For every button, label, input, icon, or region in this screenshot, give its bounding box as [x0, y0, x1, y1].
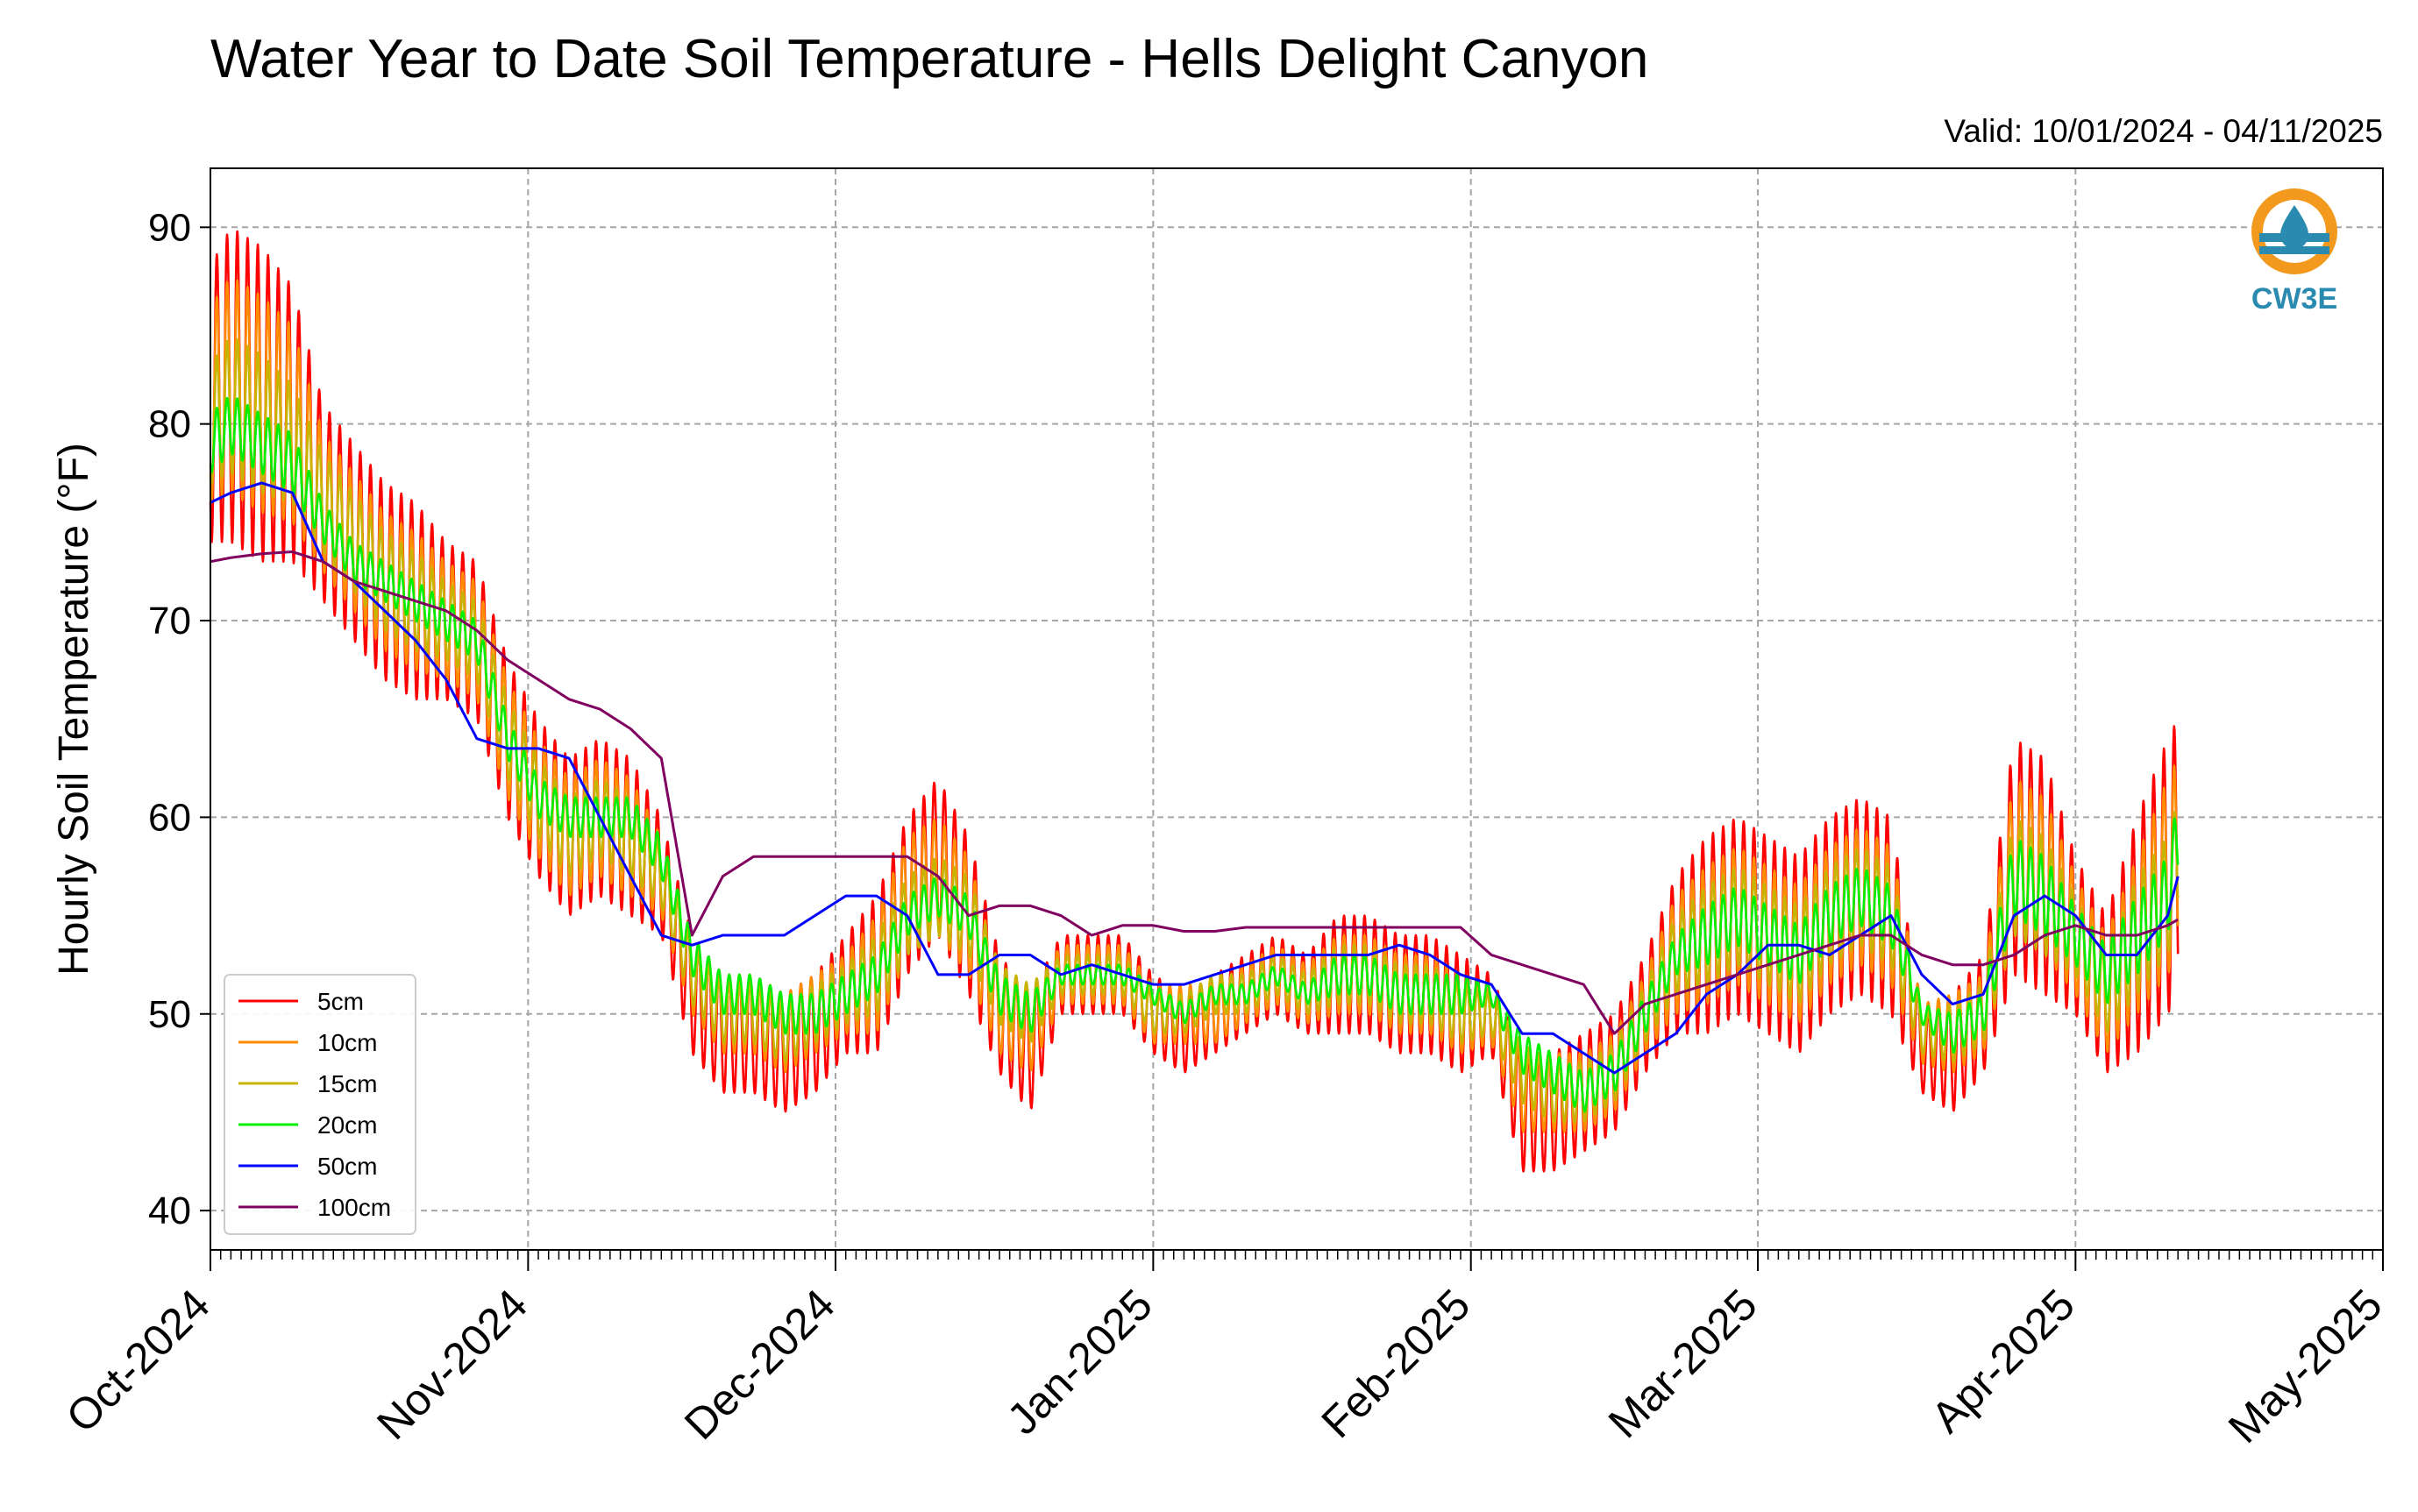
legend-label: 5cm — [317, 988, 364, 1015]
legend-label: 100cm — [317, 1194, 391, 1221]
cw3e-logo: CW3E — [2251, 188, 2337, 316]
y-tick-label: 40 — [148, 1189, 191, 1232]
x-tick-label: May-2025 — [2219, 1280, 2392, 1452]
x-tick-label: Jan-2025 — [998, 1280, 1162, 1444]
y-tick-label: 80 — [148, 403, 191, 446]
y-tick-label: 60 — [148, 796, 191, 839]
series-line-20cm — [209, 396, 2180, 1113]
y-tick-label: 70 — [148, 600, 191, 642]
legend-label: 15cm — [317, 1070, 377, 1097]
series-line-50cm — [210, 481, 2180, 1075]
chart-subtitle: Valid: 10/01/2024 - 04/11/2025 — [1944, 113, 2383, 149]
grid — [210, 168, 2384, 1250]
series-line-10cm — [209, 279, 2180, 1133]
logo-text: CW3E — [2251, 282, 2337, 316]
legend-label: 20cm — [317, 1111, 377, 1139]
plot-area-frame — [210, 167, 2384, 1251]
y-tick-label: 90 — [148, 206, 191, 249]
x-tick-label: Nov-2024 — [367, 1280, 537, 1449]
x-tick-label: Dec-2024 — [675, 1280, 844, 1449]
chart-title: Water Year to Date Soil Temperature - He… — [210, 29, 1648, 89]
y-axis: 40 50 60 70 80 90 — [148, 206, 210, 1232]
series-line-100cm — [210, 550, 2180, 1035]
y-axis-label: Hourly Soil Temperature (°F) — [51, 443, 97, 976]
legend-label: 50cm — [317, 1153, 377, 1180]
x-tick-label: Mar-2025 — [1599, 1280, 1767, 1447]
series-lines — [209, 230, 2180, 1173]
x-tick-label: Feb-2025 — [1312, 1280, 1480, 1447]
legend-box — [224, 974, 416, 1235]
legend-label: 10cm — [317, 1029, 377, 1056]
x-tick-label: Oct-2024 — [57, 1280, 219, 1442]
x-tick-label: Apr-2025 — [1922, 1280, 2084, 1442]
x-axis: Oct-2024 Nov-2024 Dec-2024 Jan-2025 Feb-2025… — [57, 1250, 2392, 1452]
y-tick-label: 50 — [148, 993, 191, 1036]
water-drop-icon — [2280, 205, 2308, 249]
legend: 5cm 10cm 15cm 20cm 50cm 100cm — [224, 974, 416, 1235]
